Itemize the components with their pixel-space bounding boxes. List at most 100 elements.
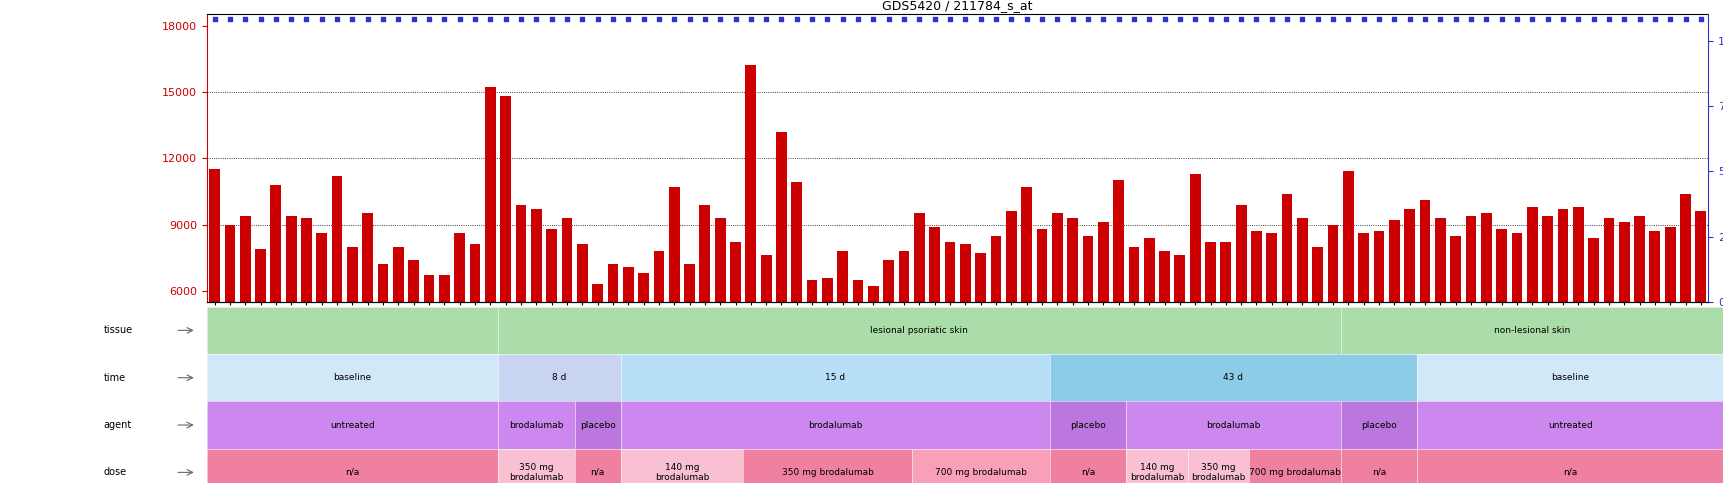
Point	[1273, 15, 1301, 23]
Point	[491, 15, 519, 23]
Point	[1349, 15, 1377, 23]
Point	[951, 15, 979, 23]
Point	[1318, 15, 1346, 23]
Bar	[469, 244, 481, 302]
Bar	[913, 213, 924, 302]
Point	[1518, 15, 1546, 23]
Text: n/a: n/a	[1080, 468, 1094, 477]
Bar	[393, 247, 403, 302]
Bar	[239, 215, 250, 302]
Text: dose: dose	[103, 468, 128, 477]
Text: placebo: placebo	[1361, 421, 1396, 429]
Bar	[1649, 231, 1659, 302]
Bar	[1618, 222, 1628, 302]
Point	[920, 15, 948, 23]
Point	[446, 15, 474, 23]
Point	[1440, 15, 1468, 23]
Point	[324, 15, 351, 23]
Bar	[346, 247, 358, 302]
Point	[246, 15, 274, 23]
Point	[1089, 15, 1117, 23]
Bar	[1158, 251, 1170, 302]
Point	[860, 15, 887, 23]
Bar	[791, 183, 801, 302]
Bar	[439, 275, 450, 302]
Bar	[1098, 222, 1108, 302]
Bar	[1694, 211, 1706, 302]
Bar	[882, 260, 894, 302]
Text: 8 d: 8 d	[551, 373, 567, 382]
Point	[277, 15, 305, 23]
Point	[813, 15, 841, 23]
Point	[553, 15, 581, 23]
Bar	[1204, 242, 1215, 302]
Point	[462, 15, 489, 23]
Text: brodalumab: brodalumab	[808, 421, 862, 429]
Bar	[208, 169, 221, 302]
Bar	[653, 251, 663, 302]
Point	[353, 15, 381, 23]
Bar	[531, 209, 541, 302]
Bar	[760, 256, 772, 302]
Point	[1365, 15, 1392, 23]
Point	[1104, 15, 1132, 23]
Bar	[975, 253, 986, 302]
Point	[1227, 15, 1254, 23]
Bar	[700, 205, 710, 302]
Point	[829, 15, 856, 23]
Point	[1303, 15, 1330, 23]
Point	[889, 15, 917, 23]
Bar	[484, 87, 496, 302]
Bar	[1266, 233, 1277, 302]
Point	[722, 15, 750, 23]
Text: 350 mg brodalumab: 350 mg brodalumab	[781, 468, 874, 477]
Bar	[1633, 215, 1644, 302]
Point	[751, 15, 779, 23]
Point	[629, 15, 656, 23]
Text: 43 d: 43 d	[1223, 373, 1242, 382]
Text: brodalumab: brodalumab	[1206, 421, 1260, 429]
Text: 140 mg
brodalumab: 140 mg brodalumab	[1129, 463, 1184, 482]
Point	[1211, 15, 1239, 23]
Bar	[1418, 200, 1430, 302]
Point	[1609, 15, 1637, 23]
Bar	[1434, 218, 1446, 302]
Point	[675, 15, 703, 23]
Point	[1165, 15, 1192, 23]
Point	[905, 15, 932, 23]
Point	[1687, 15, 1714, 23]
Point	[1027, 15, 1054, 23]
Bar	[775, 132, 786, 302]
Text: agent: agent	[103, 420, 131, 430]
Text: placebo: placebo	[579, 421, 615, 429]
Point	[1502, 15, 1530, 23]
Point	[476, 15, 503, 23]
Point	[538, 15, 565, 23]
Bar	[302, 218, 312, 302]
Point	[660, 15, 687, 23]
Point	[400, 15, 427, 23]
Bar	[1404, 209, 1415, 302]
Bar	[669, 187, 679, 302]
Point	[1594, 15, 1621, 23]
Point	[1578, 15, 1606, 23]
Point	[1411, 15, 1439, 23]
Bar	[1280, 194, 1292, 302]
Text: untreated: untreated	[329, 421, 374, 429]
Text: tissue: tissue	[103, 326, 133, 335]
Bar	[1311, 247, 1322, 302]
Bar	[1051, 213, 1061, 302]
Bar	[944, 242, 955, 302]
Bar	[929, 227, 939, 302]
Point	[1425, 15, 1452, 23]
Point	[1533, 15, 1561, 23]
Bar	[806, 280, 817, 302]
Point	[231, 15, 258, 23]
Point	[1456, 15, 1484, 23]
Point	[767, 15, 794, 23]
Bar	[455, 233, 465, 302]
Bar	[424, 275, 434, 302]
Bar	[1036, 229, 1046, 302]
Text: 140 mg
brodalumab: 140 mg brodalumab	[655, 463, 708, 482]
Point	[1258, 15, 1285, 23]
